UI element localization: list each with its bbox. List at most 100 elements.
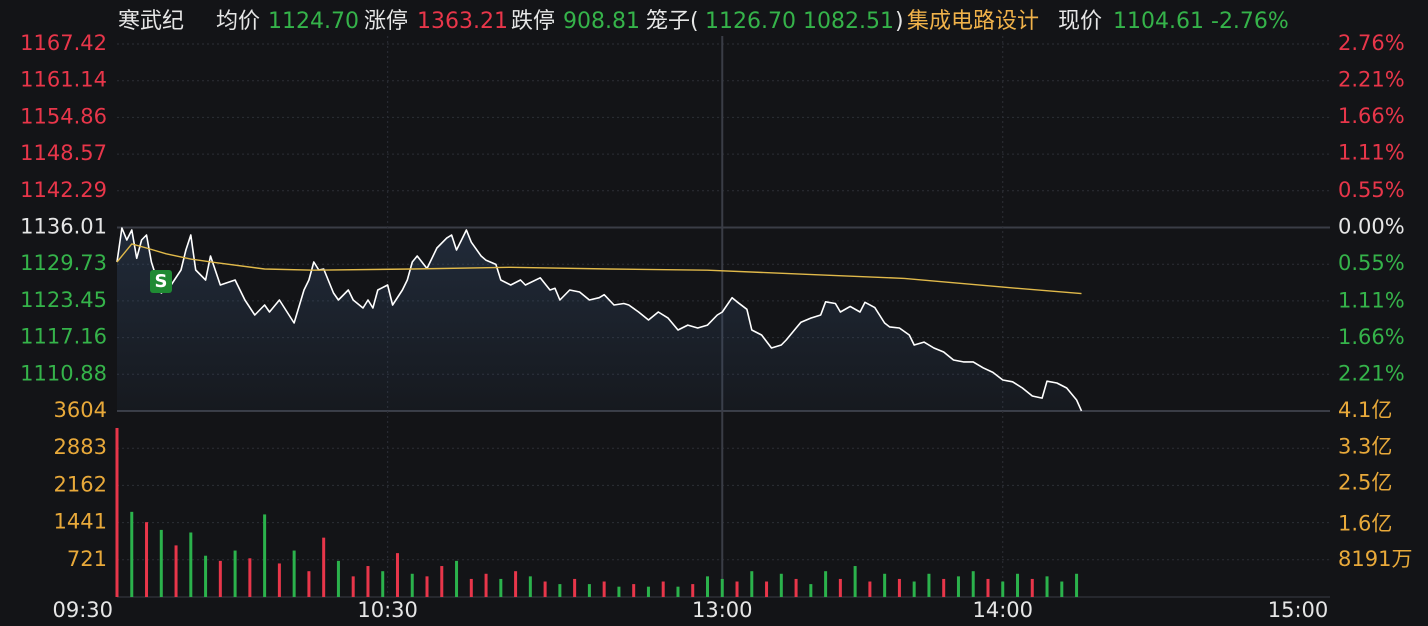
volume-bar (853, 566, 857, 597)
volume-bar (720, 578, 724, 597)
volume-bar (336, 560, 340, 597)
volume-bar (1030, 578, 1034, 597)
marks (115, 227, 1083, 597)
volume-y2-tick-label: 2.5亿 (1338, 471, 1392, 495)
volume-bar (587, 584, 591, 597)
volume-tick-label: 721 (67, 547, 107, 571)
volume-bar (277, 563, 281, 597)
volume-bar (366, 566, 370, 597)
header-item: 1104.61 (1113, 9, 1204, 34)
price-area (117, 228, 1082, 411)
x-tick-label: 09:30 (52, 598, 113, 622)
volume-bar (779, 573, 783, 597)
volume-bar (425, 576, 429, 597)
volume-bar (750, 571, 754, 597)
volume-bar (1016, 573, 1020, 597)
header-item: ) (895, 9, 904, 34)
y-tick-label: 1136.01 (20, 215, 107, 239)
header-item: 集成电路设计 (907, 9, 1039, 34)
marker-box (150, 270, 172, 293)
x-tick-label: 14:00 (972, 598, 1033, 622)
y2-tick-label: 0.55% (1338, 178, 1405, 202)
volume-bar (765, 581, 769, 597)
y2-tick-label: 2.21% (1338, 68, 1405, 92)
x-tick-label: 10:30 (357, 598, 418, 622)
volume-bar (174, 545, 178, 597)
volume-bar (646, 586, 650, 597)
volume-bar (602, 581, 606, 597)
volume-bar (543, 581, 547, 597)
y2-tick-label: 1.66% (1338, 104, 1405, 128)
y-tick-label: 1123.45 (20, 288, 107, 312)
signal-marker: S (150, 270, 172, 293)
volume-bar (484, 573, 488, 597)
volume-bar (868, 581, 872, 597)
volume-bar (514, 571, 518, 597)
volume-bar (617, 586, 621, 597)
average-line (116, 243, 1082, 295)
volume-bar (263, 514, 267, 597)
labels: 寒武纪 均价 1124.70 涨停 1363.21 跌停 908.81 笼子(1126.70 … (20, 9, 1412, 622)
volume-y2-tick-label: 3.3亿 (1338, 434, 1392, 458)
y-tick-label: 1167.42 (20, 31, 107, 55)
volume-bar (528, 576, 532, 597)
volume-bar (897, 578, 901, 597)
x-tick-label: 15:00 (1268, 598, 1329, 622)
volume-bar (824, 571, 828, 597)
y2-tick-label: 2.76% (1338, 31, 1405, 55)
header-item: 寒武纪 (118, 9, 184, 34)
volume-bar (469, 578, 473, 597)
y-tick-label: 1148.57 (20, 141, 107, 165)
volume-bar (204, 555, 208, 597)
header-item: 908.81 (563, 9, 640, 34)
volume-bar (159, 529, 163, 597)
volume-bar (956, 576, 960, 597)
volume-tick-label: 2883 (54, 435, 107, 459)
header-item: 1363.21 (417, 9, 508, 34)
volume-bar (455, 560, 459, 597)
volume-bar (735, 581, 739, 597)
volume-bar (322, 537, 326, 597)
volume-bar (912, 581, 916, 597)
volume-tick-label: 3604 (54, 398, 107, 422)
volume-bar (440, 566, 444, 597)
volume-bar (558, 584, 562, 597)
header-item: 1124.70 (268, 9, 359, 34)
volume-y2-tick-label: 1.6亿 (1338, 511, 1392, 535)
header-item: 涨停 (364, 9, 408, 34)
volume-bar (986, 578, 990, 597)
volume-bar (248, 558, 252, 597)
header-item: 现价 (1058, 9, 1102, 34)
volume-bar (809, 584, 813, 597)
volume-bar (292, 550, 296, 597)
volume-bar (351, 576, 355, 597)
volume-y2-tick-label: 8191万 (1338, 547, 1412, 571)
volume-bar (632, 584, 636, 597)
header-item: 1126.70 1082.51 (705, 9, 894, 34)
volume-bar (381, 571, 385, 597)
volume-bar (661, 581, 665, 597)
volume-bar (942, 578, 946, 597)
volume-bar (838, 578, 842, 597)
volume-bar (233, 550, 237, 597)
volume-bar (115, 427, 119, 597)
volume-bar (1060, 581, 1064, 597)
y2-tick-label: 0.55% (1338, 251, 1405, 275)
price-line (116, 227, 1083, 412)
volume-tick-label: 1441 (54, 510, 107, 534)
volume-bar (1045, 576, 1049, 597)
volume-bar (971, 571, 975, 597)
y-tick-label: 1117.16 (20, 325, 107, 349)
y-tick-label: 1154.86 (20, 104, 107, 128)
y2-tick-label: 1.11% (1338, 288, 1405, 312)
volume-bar (130, 511, 134, 597)
marker-text: S (155, 271, 168, 292)
volume-bar (691, 584, 695, 597)
header-item: -2.76% (1211, 9, 1289, 34)
volume-bar (706, 576, 709, 597)
y2-tick-label: 0.00% (1338, 215, 1405, 239)
y-tick-label: 1142.29 (20, 178, 107, 202)
y2-tick-label: 1.66% (1338, 325, 1405, 349)
volume-bar (676, 586, 680, 597)
